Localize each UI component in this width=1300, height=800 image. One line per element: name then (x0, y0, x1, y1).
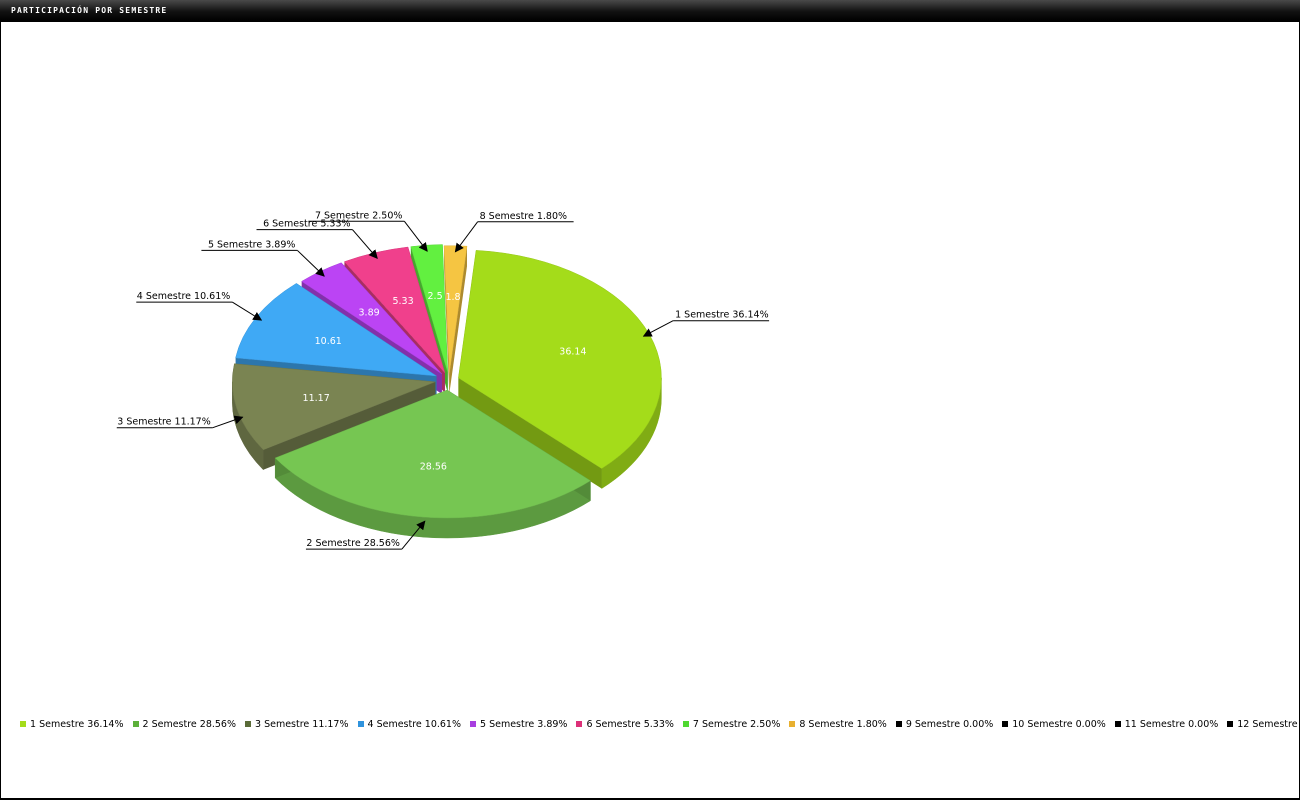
pie-slice: 28.56 (274, 389, 591, 539)
legend-swatch (132, 720, 139, 727)
slice-callout: 4 Semestre 10.61% (136, 291, 263, 321)
legend-item: 3 Semestre 11.17% (245, 719, 349, 730)
slice-value-label: 5.33 (392, 296, 413, 307)
slice-callout: 5 Semestre 3.89% (201, 239, 325, 277)
legend-item: 12 Semestre (1227, 719, 1298, 730)
slice-callout: 7 Semestre 2.50% (308, 210, 428, 252)
slice-callout-label: 7 Semestre 2.50% (315, 210, 402, 221)
legend-swatch (1002, 720, 1009, 727)
legend: 1 Semestre 36.14% 2 Semestre 28.56% 3 Seme… (20, 719, 1300, 733)
legend-label: 4 Semestre 10.61% (367, 719, 462, 730)
legend-swatch (895, 720, 902, 727)
slice-value-label: 2.5 (428, 291, 443, 302)
legend-label: 2 Semestre 28.56% (142, 719, 237, 730)
legend-label: 5 Semestre 3.89% (480, 719, 568, 730)
window-title: PARTICIPACIÓN POR SEMESTRE (11, 6, 168, 15)
legend-swatch (682, 720, 689, 727)
slice-callout: 8 Semestre 1.80% (454, 211, 574, 253)
legend-item: 5 Semestre 3.89% (470, 719, 567, 730)
legend-label: 11 Semestre 0.00% (1124, 719, 1219, 730)
legend-swatch (245, 720, 251, 727)
pie-slice: 1.8 (443, 245, 468, 394)
slice-value-label: 1.8 (445, 292, 460, 303)
pie-slice: 36.14 (458, 250, 662, 489)
slice-callout-label: 4 Semestre 10.61% (137, 291, 231, 302)
chart-area: 1.8 2.5 5.33 3.89 10.61 36.14 11.17 28.56 1 Seme… (1, 22, 1299, 798)
slice-value-label: 11.17 (303, 393, 330, 404)
legend-label: 6 Semestre 5.33% (586, 719, 674, 730)
legend-swatch (789, 720, 796, 727)
legend-item: 8 Semestre 1.80% (789, 719, 887, 730)
slice-callout-label: 1 Semestre 36.14% (675, 310, 769, 321)
legend-swatch (357, 720, 364, 727)
legend-item: 9 Semestre 0.00% (895, 719, 994, 730)
legend-swatch (1114, 720, 1121, 727)
slice-callout-label: 5 Semestre 3.89% (208, 239, 295, 250)
legend-swatch (1227, 720, 1234, 727)
slice-callout-label: 6 Semestre 5.33% (263, 219, 350, 230)
slice-callout: 6 Semestre 5.33% (256, 219, 378, 259)
legend-label: 1 Semestre 36.14% (30, 719, 124, 730)
slice-callout-label: 3 Semestre 11.17% (117, 417, 211, 428)
legend-item: 10 Semestre 0.00% (1002, 719, 1106, 730)
legend-item: 1 Semestre 36.14% (20, 719, 124, 730)
legend-swatch (470, 720, 476, 727)
legend-item: 2 Semestre 28.56% (132, 719, 237, 730)
pie-chart: 1.82.5 5.33 3.89 10.61 36.14 11.17 28.56 1 Seme… (116, 210, 770, 550)
legend-swatch (20, 720, 26, 727)
legend-label: 12 Semestre (1237, 719, 1298, 730)
legend-label: 9 Semestre 0.00% (905, 719, 994, 730)
legend-item: 7 Semestre 2.50% (682, 719, 781, 730)
slice-value-label: 3.89 (359, 307, 380, 318)
legend-item: 6 Semestre 5.33% (576, 719, 674, 730)
slice-value-label: 36.14 (559, 347, 586, 358)
slice-value-label: 10.61 (315, 336, 342, 347)
legend-label: 10 Semestre 0.00% (1012, 719, 1106, 730)
slice-value-label: 28.56 (420, 461, 447, 472)
legend-label: 7 Semestre 2.50% (692, 719, 781, 730)
title-bar: PARTICIPACIÓN POR SEMESTRE (0, 0, 1300, 22)
legend-item: 4 Semestre 10.61% (357, 719, 462, 730)
slice-callout: 1 Semestre 36.14% (642, 310, 770, 337)
legend-label: 3 Semestre 11.17% (255, 719, 349, 730)
slice-callout: 2 Semestre 28.56% (305, 520, 426, 550)
legend-label: 8 Semestre 1.80% (799, 719, 887, 730)
legend-swatch (576, 720, 583, 727)
legend-item: 11 Semestre 0.00% (1114, 719, 1219, 730)
slice-callout: 3 Semestre 11.17% (116, 415, 244, 429)
slice-callout-label: 2 Semestre 28.56% (306, 538, 400, 549)
slice-callout-label: 8 Semestre 1.80% (480, 211, 567, 222)
